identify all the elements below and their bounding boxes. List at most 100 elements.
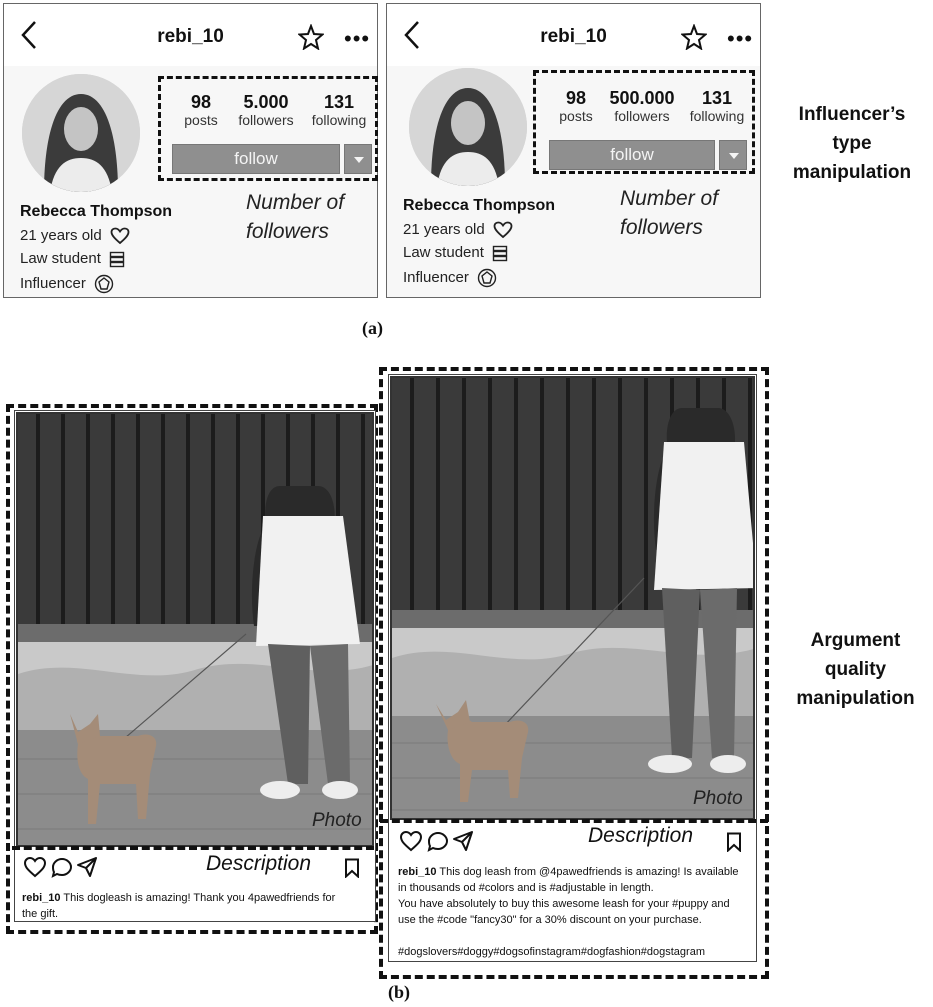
posts-count: 98 bbox=[565, 88, 587, 108]
post-photo bbox=[16, 412, 374, 847]
followers-label: followers bbox=[614, 108, 670, 124]
profile-username: rebi_10 bbox=[540, 26, 607, 47]
description-divider bbox=[12, 846, 374, 860]
following-label: following bbox=[689, 108, 745, 124]
follow-button[interactable]: follow bbox=[172, 144, 340, 174]
profile-role-text: Influencer bbox=[20, 274, 86, 292]
label-line: type bbox=[832, 133, 872, 154]
caption-a: (a) bbox=[362, 318, 383, 338]
followers-annotation-box bbox=[158, 76, 378, 181]
photo-label: Photo bbox=[693, 788, 743, 809]
posts-count: 98 bbox=[190, 92, 212, 112]
followers-count: 5.000 bbox=[243, 92, 289, 112]
star-icon[interactable] bbox=[681, 24, 707, 50]
label-line: manipulation bbox=[796, 688, 915, 709]
caption-b: (b) bbox=[388, 982, 410, 1002]
photo-label: Photo bbox=[312, 810, 362, 831]
back-arrow-icon[interactable] bbox=[401, 18, 423, 52]
star-icon[interactable] bbox=[298, 24, 324, 50]
more-options-icon[interactable]: ••• bbox=[344, 26, 371, 51]
profile-age: 21 years old bbox=[20, 227, 130, 245]
followers-count: 500.000 bbox=[609, 88, 675, 108]
annotation-line: Number of bbox=[620, 187, 719, 210]
annotation-number-of-followers-a: Number of followers bbox=[246, 188, 344, 246]
profile-role-text: Influencer bbox=[403, 268, 469, 286]
like-heart-icon[interactable] bbox=[23, 856, 47, 878]
profile-occupation: Law student bbox=[20, 250, 125, 268]
like-heart-icon[interactable] bbox=[399, 830, 423, 852]
post-author[interactable]: rebi_10 bbox=[22, 892, 61, 904]
post-outer-dashed-box bbox=[379, 367, 769, 979]
label-line: quality bbox=[824, 659, 887, 680]
following-count: 131 bbox=[323, 92, 355, 112]
more-options-icon[interactable]: ••• bbox=[727, 26, 754, 51]
profile-occupation-text: Law student bbox=[403, 244, 484, 261]
bookmark-icon[interactable] bbox=[344, 858, 360, 878]
annotation-line: followers bbox=[620, 216, 703, 239]
avatar bbox=[22, 74, 140, 192]
profile-username: rebi_10 bbox=[157, 26, 224, 47]
posts-label: posts bbox=[184, 112, 218, 128]
share-icon[interactable] bbox=[453, 831, 473, 851]
caption-line: use the #code "fancy30" for a 30% discou… bbox=[398, 914, 702, 926]
followers-stat: 500.000 followers bbox=[601, 88, 683, 124]
post-author[interactable]: rebi_10 bbox=[398, 866, 437, 878]
books-icon bbox=[109, 251, 125, 267]
profile-header: rebi_10 ••• bbox=[4, 4, 377, 66]
comment-icon[interactable] bbox=[51, 857, 73, 878]
profile-occupation-text: Law student bbox=[20, 250, 101, 267]
post-outer-dashed-box bbox=[6, 404, 378, 934]
posts-stat: 98 posts bbox=[551, 88, 601, 124]
profile-header: rebi_10 ••• bbox=[387, 4, 760, 66]
annotation-line: Number of bbox=[246, 191, 345, 214]
label-line: manipulation bbox=[792, 162, 912, 183]
post-actions bbox=[399, 830, 484, 857]
description-divider bbox=[380, 819, 768, 833]
following-stat: 131 following bbox=[683, 88, 751, 124]
caption-line: You have absolutely to buy this awesome … bbox=[398, 898, 730, 910]
caption-line: rebi_10 This dogleash is amazing! Thank … bbox=[22, 890, 368, 906]
post-actions bbox=[23, 856, 108, 883]
annotation-line: followers bbox=[246, 220, 329, 243]
follow-dropdown-button[interactable] bbox=[344, 144, 372, 174]
influencer-badge-icon bbox=[477, 268, 497, 288]
back-arrow-icon[interactable] bbox=[18, 18, 40, 52]
following-count: 131 bbox=[701, 88, 733, 108]
caption-line: in thousands od #colors and is #adjustab… bbox=[398, 882, 654, 894]
influencer-type-label: Influencer’s type manipulation bbox=[772, 100, 932, 187]
profile-role: Influencer bbox=[20, 274, 114, 294]
posts-stat: 98 posts bbox=[176, 92, 226, 128]
annotation-number-of-followers-b: Number of followers bbox=[620, 184, 718, 242]
caption-line: the gift. bbox=[22, 908, 59, 920]
post-caption: rebi_10 This dog leash from @4pawedfrien… bbox=[398, 864, 754, 960]
heart-icon bbox=[110, 227, 130, 245]
following-stat: 131 following bbox=[306, 92, 372, 128]
share-icon[interactable] bbox=[77, 857, 97, 877]
profile-age-text: 21 years old bbox=[20, 227, 102, 244]
profile-role: Influencer bbox=[403, 268, 497, 288]
profile-age: 21 years old bbox=[403, 221, 513, 239]
follow-button[interactable]: follow bbox=[549, 140, 715, 170]
label-line: Argument bbox=[810, 630, 901, 651]
hashtags-line[interactable]: #dogslovers#doggy#dogsofinstagram#dogfas… bbox=[398, 946, 705, 958]
following-label: following bbox=[311, 112, 367, 128]
caption-text: This dog leash from @4pawedfriends is am… bbox=[436, 866, 739, 878]
influencer-badge-icon bbox=[94, 274, 114, 294]
books-icon bbox=[492, 245, 508, 261]
avatar bbox=[409, 68, 527, 186]
post-caption: rebi_10 This dogleash is amazing! Thank … bbox=[22, 890, 368, 922]
profile-name: Rebecca Thompson bbox=[403, 197, 556, 214]
bookmark-icon[interactable] bbox=[726, 832, 742, 852]
posts-label: posts bbox=[559, 108, 593, 124]
profile-occupation: Law student bbox=[403, 244, 508, 262]
profile-panel-low-followers: rebi_10 ••• 98 posts 5.000 followers 131… bbox=[3, 3, 378, 298]
followers-annotation-box bbox=[533, 70, 755, 174]
followers-label: followers bbox=[238, 112, 294, 128]
description-label: Description bbox=[206, 852, 312, 875]
comment-icon[interactable] bbox=[427, 831, 449, 852]
post-photo bbox=[390, 376, 755, 820]
heart-icon bbox=[493, 221, 513, 239]
profile-panel-high-followers: rebi_10 ••• 98 posts 500.000 followers 1… bbox=[386, 3, 761, 298]
caption-text: This dogleash is amazing! Thank you 4paw… bbox=[60, 892, 336, 904]
follow-dropdown-button[interactable] bbox=[719, 140, 747, 170]
